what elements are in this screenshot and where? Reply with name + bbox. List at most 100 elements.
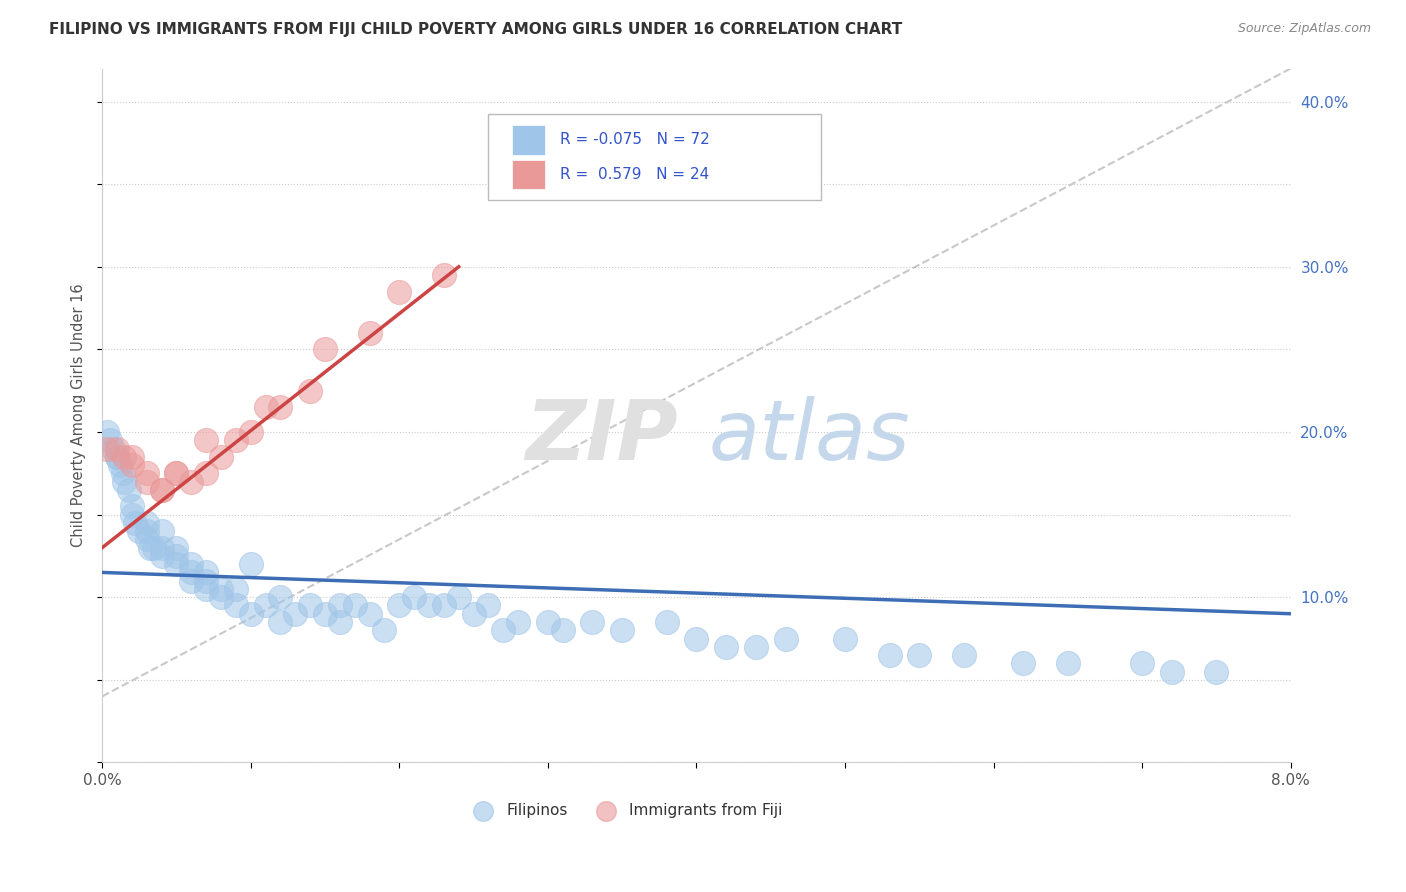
Point <box>114 475 136 489</box>
Point <box>166 557 188 571</box>
Point <box>239 557 262 571</box>
Point <box>121 500 143 514</box>
Point <box>150 549 173 563</box>
Point <box>121 458 143 472</box>
Point <box>492 624 515 638</box>
Point <box>314 607 336 621</box>
Point <box>299 599 322 613</box>
Point <box>225 434 247 448</box>
Point <box>373 624 395 638</box>
Point <box>775 632 797 646</box>
Point <box>610 624 633 638</box>
Point <box>254 401 277 415</box>
Point <box>114 450 136 464</box>
Point <box>433 268 456 282</box>
Point <box>329 599 352 613</box>
Point <box>124 516 146 530</box>
Point <box>96 442 118 456</box>
Point <box>150 524 173 538</box>
Point <box>105 450 128 464</box>
Point <box>685 632 707 646</box>
Point <box>135 516 157 530</box>
Point <box>143 541 166 555</box>
Point <box>135 475 157 489</box>
Point <box>269 401 291 415</box>
Point <box>105 442 128 456</box>
Point <box>239 607 262 621</box>
Point <box>269 591 291 605</box>
Point <box>166 467 188 481</box>
Point <box>714 640 737 654</box>
Text: FILIPINO VS IMMIGRANTS FROM FIJI CHILD POVERTY AMONG GIRLS UNDER 16 CORRELATION : FILIPINO VS IMMIGRANTS FROM FIJI CHILD P… <box>49 22 903 37</box>
Point <box>359 326 381 340</box>
FancyBboxPatch shape <box>512 126 546 154</box>
Point <box>121 508 143 522</box>
Point <box>508 615 530 629</box>
Point <box>1205 665 1227 679</box>
Text: Source: ZipAtlas.com: Source: ZipAtlas.com <box>1237 22 1371 36</box>
Point <box>1160 665 1182 679</box>
Text: R =  0.579   N = 24: R = 0.579 N = 24 <box>560 167 709 182</box>
Point <box>121 450 143 464</box>
Point <box>180 566 202 580</box>
Point <box>166 467 188 481</box>
Point <box>834 632 856 646</box>
Point <box>745 640 768 654</box>
Point <box>166 549 188 563</box>
Point <box>239 425 262 439</box>
Point <box>195 566 218 580</box>
Point <box>537 615 560 629</box>
Point <box>166 541 188 555</box>
Text: ZIP: ZIP <box>524 396 678 477</box>
Point <box>1012 657 1035 671</box>
Point <box>135 524 157 538</box>
Point <box>655 615 678 629</box>
Point <box>463 607 485 621</box>
Point <box>180 574 202 588</box>
Point <box>879 648 901 662</box>
FancyBboxPatch shape <box>488 113 821 201</box>
FancyBboxPatch shape <box>512 161 546 189</box>
Point <box>433 599 456 613</box>
Point <box>314 343 336 357</box>
Point <box>581 615 603 629</box>
Point <box>299 384 322 398</box>
Point <box>101 442 124 456</box>
Point <box>195 574 218 588</box>
Point <box>388 599 411 613</box>
Point <box>180 475 202 489</box>
Point <box>209 450 232 464</box>
Point <box>447 591 470 605</box>
Point <box>180 557 202 571</box>
Point <box>209 591 232 605</box>
Point <box>404 591 426 605</box>
Point <box>284 607 307 621</box>
Point <box>105 450 128 464</box>
Point <box>195 582 218 596</box>
Point <box>150 483 173 497</box>
Point <box>551 624 574 638</box>
Point <box>908 648 931 662</box>
Point <box>195 467 218 481</box>
Text: R = -0.075   N = 72: R = -0.075 N = 72 <box>560 133 710 147</box>
Point <box>254 599 277 613</box>
Point <box>952 648 974 662</box>
Point <box>108 458 131 472</box>
Point <box>1130 657 1153 671</box>
Point <box>343 599 366 613</box>
Point <box>225 599 247 613</box>
Point <box>111 467 134 481</box>
Point <box>195 434 218 448</box>
Point <box>209 582 232 596</box>
Point <box>1056 657 1078 671</box>
Point <box>135 467 157 481</box>
Point <box>477 599 499 613</box>
Y-axis label: Child Poverty Among Girls Under 16: Child Poverty Among Girls Under 16 <box>72 284 86 548</box>
Point <box>329 615 352 629</box>
Point <box>359 607 381 621</box>
Text: atlas: atlas <box>709 396 910 477</box>
Point <box>139 541 162 555</box>
Point <box>388 285 411 299</box>
Point <box>96 425 118 439</box>
Point <box>225 582 247 596</box>
